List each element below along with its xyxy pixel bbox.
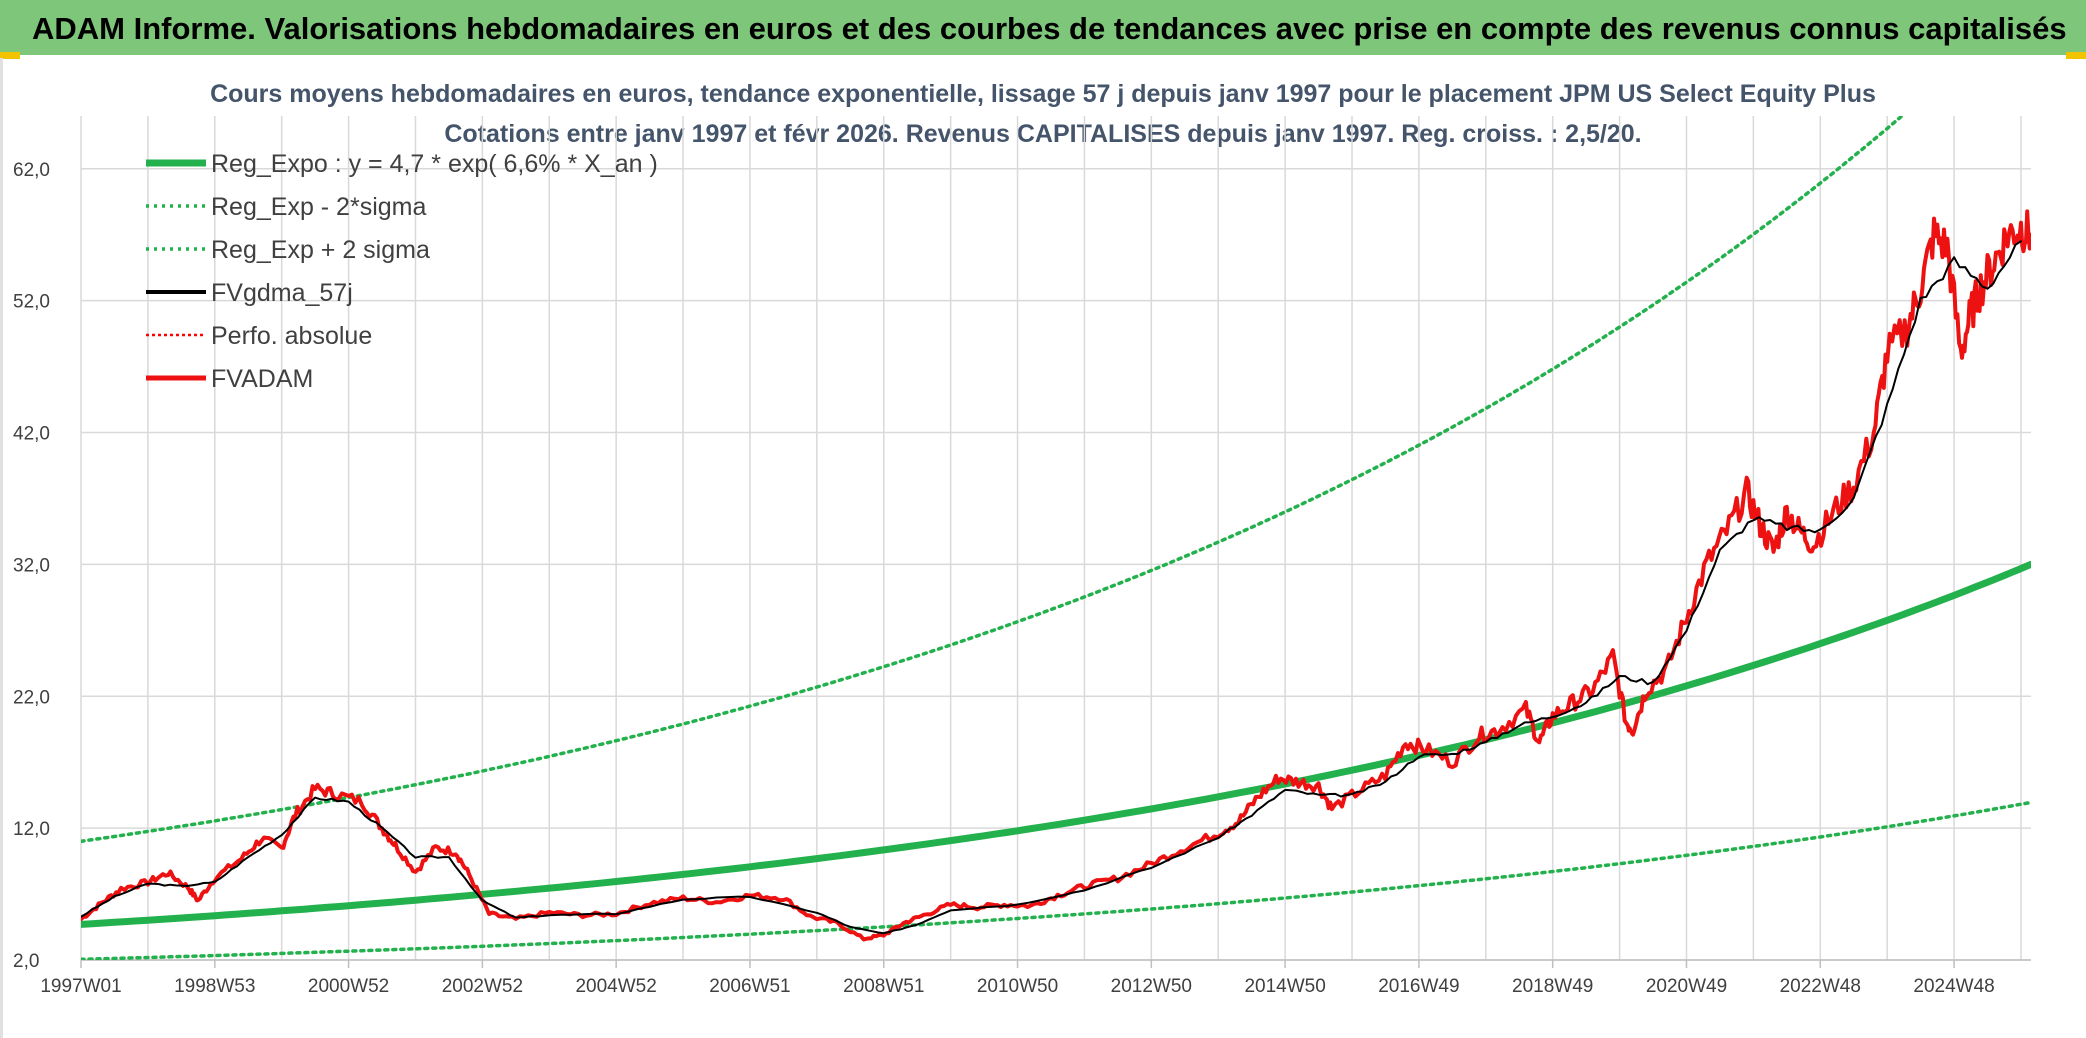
legend-label: Reg_Exp + 2 sigma (211, 236, 430, 264)
x-tick-label: 2004W52 (575, 976, 656, 997)
x-tick-label: 2020W49 (1646, 976, 1727, 997)
x-tick-label: 1998W53 (174, 976, 255, 997)
chart-subtitle: Cotations entre janv 1997 et févr 2026. … (444, 120, 1641, 148)
chart-axes: 2,0 12,0 22,0 32,0 42,0 52,0 62,0 1997W01 1998W5… (13, 160, 2031, 997)
corner-accent-right (2066, 52, 2086, 59)
y-tick-label: 42,0 (13, 424, 50, 445)
series-fvgdma-57j (81, 240, 2022, 935)
x-tick-label: 2014W50 (1244, 976, 1325, 997)
chart-series (81, 116, 2031, 960)
x-tick-label: 1997W01 (40, 976, 121, 997)
chart-area: Cours moyens hebdomadaires en euros, ten… (0, 58, 2086, 1038)
series-reg-minus-2sigma (81, 800, 2031, 960)
legend-label: FVgdma_57j (211, 279, 353, 307)
x-tick-label: 2006W51 (709, 976, 790, 997)
legend-label: Reg_Expo : y = 4,7 * exp( 6,6% * X_an ) (211, 150, 658, 178)
x-tick-label: 2002W52 (442, 976, 523, 997)
y-tick-label: 52,0 (13, 292, 50, 313)
x-tick-label: 2022W48 (1780, 976, 1861, 997)
y-tick-label: 12,0 (13, 819, 50, 840)
x-tick-label: 2008W51 (843, 976, 924, 997)
legend-label: Reg_Exp - 2*sigma (211, 193, 426, 221)
legend-label: Perfo. absolue (211, 322, 372, 350)
chart-grid (80, 116, 2031, 961)
series-reg-expo (81, 560, 2031, 928)
page-title: ADAM Informe. Valorisations hebdomadaire… (0, 0, 2086, 55)
y-tick-label: 2,0 (13, 951, 39, 972)
chart-svg: Cours moyens hebdomadaires en euros, ten… (13, 80, 2031, 997)
x-tick-label: 2018W49 (1512, 976, 1593, 997)
legend-label: FVADAM (211, 365, 313, 393)
x-tick-label: 2024W48 (1913, 976, 1994, 997)
chart-legend: Reg_Expo : y = 4,7 * exp( 6,6% * X_an ) R… (146, 150, 658, 393)
x-tick-label: 2010W50 (977, 976, 1058, 997)
x-tick-label: 2000W52 (308, 976, 389, 997)
chart-title: Cours moyens hebdomadaires en euros, ten… (210, 80, 1876, 108)
x-tick-label: 2016W49 (1378, 976, 1459, 997)
y-tick-label: 32,0 (13, 555, 50, 576)
series-reg-plus-2sigma (81, 116, 1905, 844)
y-tick-label: 62,0 (13, 160, 50, 181)
series-fvadam (81, 209, 2031, 942)
corner-accent-left (0, 52, 20, 59)
x-tick-label: 2012W50 (1111, 976, 1192, 997)
y-tick-label: 22,0 (13, 687, 50, 708)
